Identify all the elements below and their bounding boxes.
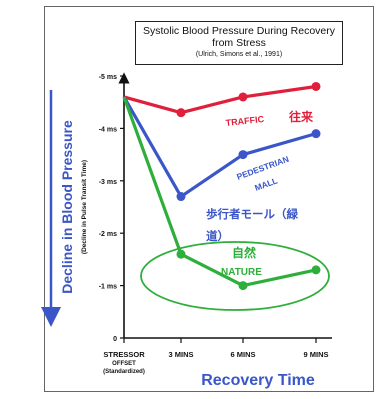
nature-data-point [238, 281, 248, 291]
x-tick-sublabel: (Standardized) [103, 369, 145, 375]
pedestrian-series-label-jp: 歩行者モール（緑 [206, 207, 298, 221]
nature-data-point [176, 249, 186, 259]
traffic-data-point [176, 108, 186, 118]
x-axis-label: Recovery Time [201, 372, 315, 389]
y-tick-label: -3 ms [99, 179, 117, 186]
y-tick-label: -1 ms [99, 284, 117, 291]
pedestrian-series-line [122, 96, 317, 199]
traffic-series-label: TRAFFIC [225, 114, 265, 128]
traffic-series-label-jp: 往来 [289, 109, 314, 124]
chart-title: Systolic Blood Pressure During Recovery … [143, 25, 335, 49]
x-tick-label: STRESSOR [103, 350, 145, 359]
x-tick-label: 9 MINS [303, 350, 328, 359]
traffic-data-point [311, 81, 321, 91]
pedestrian-data-point [238, 150, 248, 160]
nature-series-line [122, 96, 317, 288]
nature-series-label: NATURE [221, 267, 262, 278]
pedestrian-data-point [176, 192, 186, 202]
nature-series-label-jp: 自然 [232, 245, 256, 260]
y-axis-sublabel: (Decline in Pulse Transit Time) [81, 160, 88, 254]
pedestrian-data-point [311, 129, 321, 139]
y-tick-label: -4 ms [99, 126, 117, 133]
title-box: Systolic Blood Pressure During Recovery … [135, 21, 343, 65]
nature-data-point [311, 265, 321, 275]
pedestrian-series-label-jp-line2: 道） [206, 229, 229, 243]
x-tick-label: 6 MINS [230, 350, 255, 359]
x-tick-sublabel: OFFSET [112, 361, 136, 367]
nature-highlight-ellipse [140, 241, 330, 311]
traffic-data-point [238, 92, 248, 102]
y-tick-label: -5 ms [99, 74, 117, 81]
y-tick-label: 0 [113, 336, 117, 343]
traffic-series-line [123, 84, 317, 115]
x-tick-label: 3 MINS [168, 350, 193, 359]
chart-frame [44, 6, 374, 392]
y-tick-label: -2 ms [99, 231, 117, 238]
y-axis-label: Decline in Blood Pressure [59, 120, 75, 294]
chart-citation: (Ulrich, Simons et al., 1991) [195, 51, 283, 58]
pedestrian-series-label-line2: MALL [253, 175, 279, 192]
